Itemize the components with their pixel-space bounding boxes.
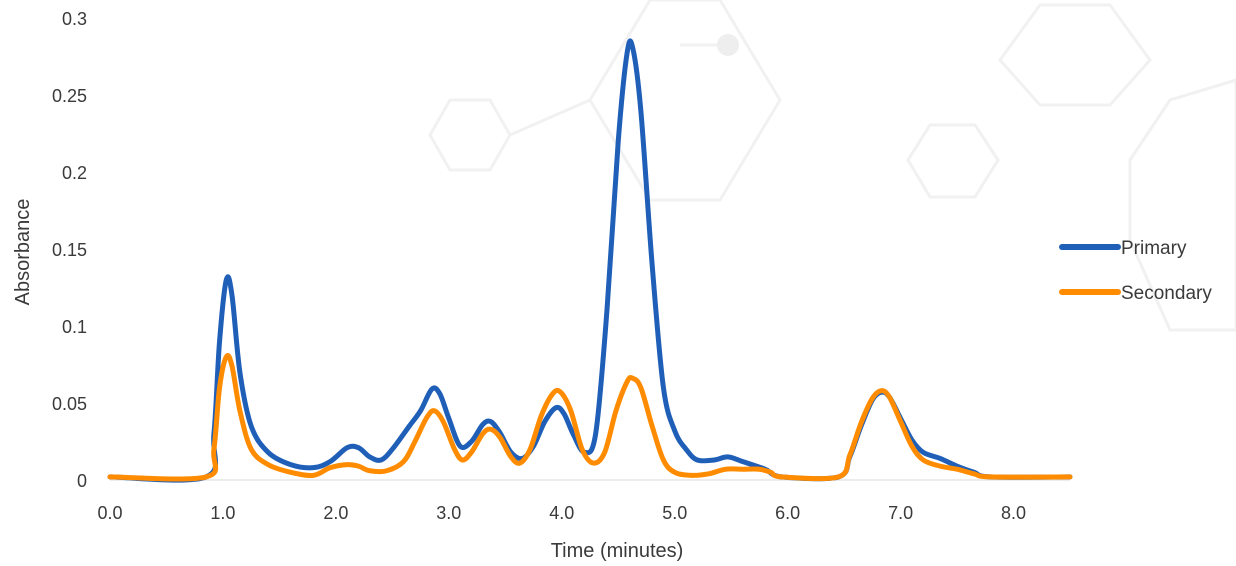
y-tick-label: 0.05 xyxy=(52,394,87,414)
y-tick-label: 0.25 xyxy=(52,86,87,106)
y-tick-label: 0.1 xyxy=(62,317,87,337)
series-line-primary xyxy=(107,38,1073,483)
bg-hexagon xyxy=(1128,78,1236,332)
bg-node xyxy=(717,34,739,56)
x-axis-ticks: 0.0 1.0 2.0 3.0 4.0 5.0 6.0 7.0 8.0 xyxy=(97,503,1026,523)
bg-line xyxy=(509,98,591,137)
x-tick-label: 7.0 xyxy=(888,503,913,523)
x-axis-label: Time (minutes) xyxy=(551,540,684,562)
x-tick-label: 8.0 xyxy=(1001,503,1026,523)
x-tick-label: 1.0 xyxy=(210,503,235,523)
background-hexagon-pattern xyxy=(428,0,1236,332)
y-tick-label: 0.15 xyxy=(52,240,87,260)
legend-label-primary: Primary xyxy=(1121,238,1187,259)
y-axis-label: Absorbance xyxy=(12,199,34,306)
x-tick-label: 4.0 xyxy=(549,503,574,523)
y-axis-ticks: 0 0.05 0.1 0.15 0.2 0.25 0.3 xyxy=(52,9,87,491)
y-tick-label: 0.3 xyxy=(62,9,87,29)
y-tick-label: 0.2 xyxy=(62,163,87,183)
series-line-secondary xyxy=(107,352,1073,482)
x-tick-label: 6.0 xyxy=(775,503,800,523)
bg-hexagon xyxy=(906,123,1000,199)
series-lines xyxy=(107,38,1073,483)
y-tick-label: 0 xyxy=(77,471,87,491)
x-tick-label: 3.0 xyxy=(436,503,461,523)
bg-hexagon xyxy=(428,98,512,172)
legend: Primary Secondary xyxy=(1059,238,1212,304)
x-tick-label: 2.0 xyxy=(323,503,348,523)
x-tick-label: 5.0 xyxy=(662,503,687,523)
x-tick-label: 0.0 xyxy=(97,503,122,523)
legend-label-secondary: Secondary xyxy=(1121,283,1212,304)
bg-hexagon xyxy=(998,3,1152,107)
